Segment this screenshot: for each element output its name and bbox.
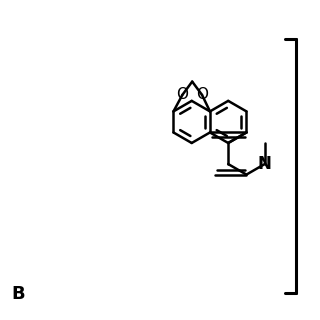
Text: O: O: [176, 87, 188, 102]
Text: O: O: [196, 87, 208, 102]
Text: N: N: [258, 155, 272, 173]
Text: B: B: [11, 285, 25, 303]
